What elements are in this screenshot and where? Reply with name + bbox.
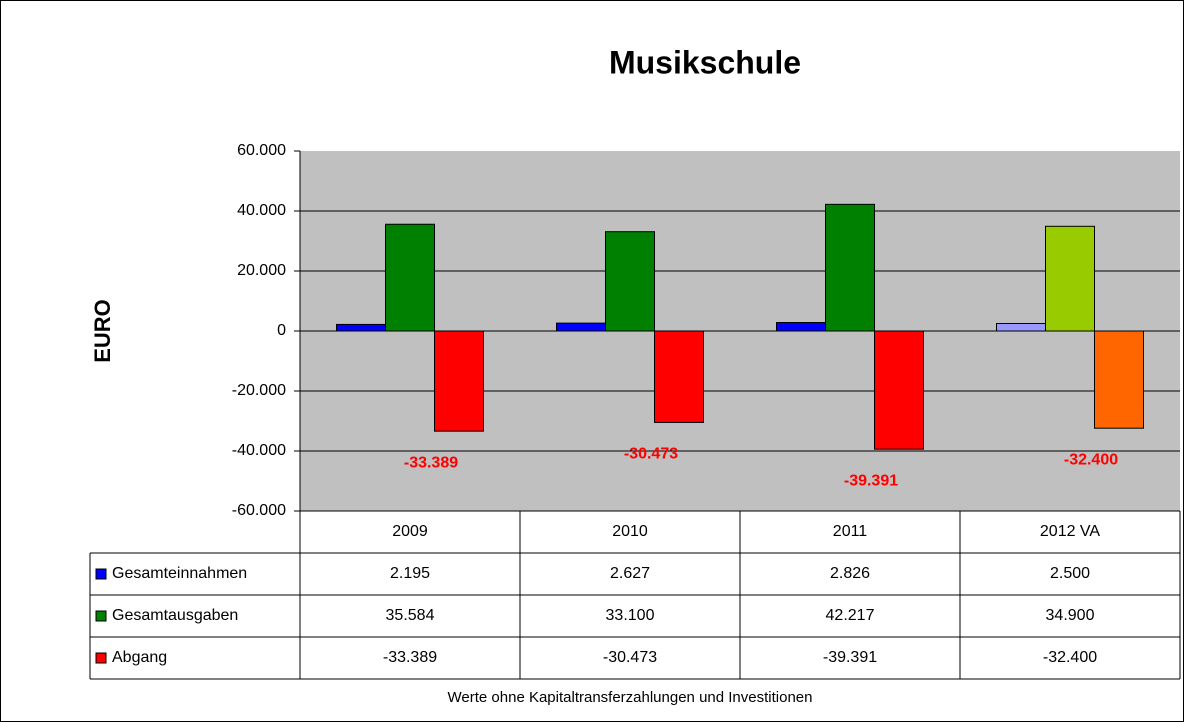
- bar: [556, 322, 606, 332]
- table-value: 34.900: [1046, 607, 1095, 624]
- y-axis-label: EURO: [90, 299, 115, 363]
- data-label: -30.473: [624, 446, 678, 463]
- bar: [1045, 225, 1095, 332]
- table-value: -33.389: [383, 649, 437, 666]
- table-value: 2.826: [830, 565, 870, 582]
- legend-label: Abgang: [112, 649, 167, 666]
- legend-label: Gesamteinnahmen: [112, 565, 247, 582]
- table-value: -30.473: [603, 649, 657, 666]
- table-value: 35.584: [386, 607, 435, 624]
- data-label: -33.389: [404, 454, 458, 471]
- y-tick-label: 60.000: [237, 142, 286, 159]
- legend-key: [95, 652, 107, 664]
- table-value: 42.217: [826, 607, 875, 624]
- table-value: 2.500: [1050, 565, 1090, 582]
- bar: [385, 223, 435, 332]
- legend-label: Gesamtausgaben: [112, 607, 238, 624]
- x-tick-label: 2009: [392, 523, 428, 540]
- bar: [336, 323, 386, 332]
- bar: [825, 203, 875, 332]
- bar: [996, 323, 1046, 332]
- data-label: -32.400: [1064, 451, 1118, 468]
- table-value: 2.627: [610, 565, 650, 582]
- footnote: Werte ohne Kapitaltransferzahlungen und …: [448, 689, 813, 706]
- table-value: 2.195: [390, 565, 430, 582]
- bar: [776, 322, 826, 332]
- y-tick-label: -20.000: [232, 382, 286, 399]
- y-tick-label: -60.000: [232, 502, 286, 519]
- legend-key: [95, 568, 107, 580]
- table-value: -32.400: [1043, 649, 1097, 666]
- y-tick-label: 40.000: [237, 202, 286, 219]
- chart-title: Musikschule: [609, 44, 801, 80]
- legend-key: [95, 610, 107, 622]
- table-value: 33.100: [606, 607, 655, 624]
- x-tick-label: 2011: [833, 523, 868, 540]
- data-label: -39.391: [844, 472, 898, 489]
- bar: [874, 330, 924, 450]
- bar: [605, 231, 655, 332]
- x-tick-label: 2010: [612, 523, 648, 540]
- y-tick-label: -40.000: [232, 442, 286, 459]
- bar: [434, 330, 484, 432]
- table-value: -39.391: [823, 649, 877, 666]
- bar: [1094, 330, 1144, 429]
- y-tick-label: 20.000: [237, 262, 286, 279]
- y-tick-label: 0: [277, 322, 286, 339]
- x-tick-label: 2012 VA: [1040, 523, 1101, 540]
- bar: [654, 330, 704, 423]
